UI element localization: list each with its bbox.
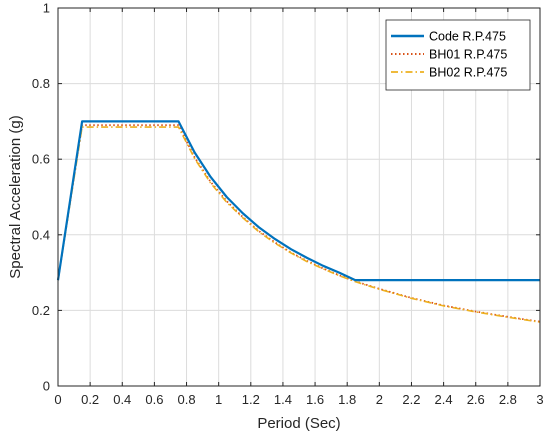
series-layer <box>56 120 541 323</box>
x-tick-label: 0.2 <box>81 392 99 407</box>
series-line-1 <box>56 120 540 282</box>
y-tick-label: 0.2 <box>32 303 50 318</box>
x-tick-label: 1 <box>215 392 222 407</box>
x-tick-label: 1.4 <box>274 392 292 407</box>
x-tick-label: 0.6 <box>145 392 163 407</box>
x-tick-label: 2 <box>376 392 383 407</box>
x-tick-label: 0.8 <box>177 392 195 407</box>
y-tick-label: 1 <box>43 1 50 16</box>
y-tick-label: 0.8 <box>32 76 50 91</box>
plot-frame <box>57 7 541 387</box>
legend: Code R.P.475 BH01 R.P.475 BH02 R.P.475 <box>385 19 531 91</box>
x-axis-label: Period (Sec) <box>257 415 340 432</box>
legend-label-2: BH01 R.P.475 <box>429 48 507 62</box>
x-tick-label: 2.8 <box>499 392 517 407</box>
x-tick-label: 1.2 <box>242 392 260 407</box>
x-tick-label: 2.4 <box>435 392 453 407</box>
x-tick-label: 1.6 <box>306 392 324 407</box>
x-tick-label: 0 <box>54 392 61 407</box>
x-tick-label: 1.8 <box>338 392 356 407</box>
y-axis-label: Spectral Acceleration (g) <box>7 115 24 278</box>
legend-box <box>385 19 531 91</box>
legend-label-1: Code R.P.475 <box>429 30 506 44</box>
y-tick-label: 0.6 <box>32 152 50 167</box>
x-axis: 0 0.2 0.4 0.6 0.8 1 1.2 1.4 1.6 1.8 2 2.2 2.4 2.6 2.8 3 <box>54 8 544 407</box>
legend-label-3: BH02 R.P.475 <box>429 66 507 80</box>
y-tick-label: 0.4 <box>32 227 50 242</box>
series-line-3 <box>57 126 541 323</box>
x-tick-label: 2.6 <box>467 392 485 407</box>
x-tick-label: 3 <box>536 392 543 407</box>
y-axis: 0 0.2 0.4 0.6 0.8 1 <box>32 1 540 394</box>
x-tick-label: 0.4 <box>113 392 131 407</box>
x-tick-label: 2.2 <box>402 392 420 407</box>
y-tick-label: 0 <box>43 379 50 394</box>
